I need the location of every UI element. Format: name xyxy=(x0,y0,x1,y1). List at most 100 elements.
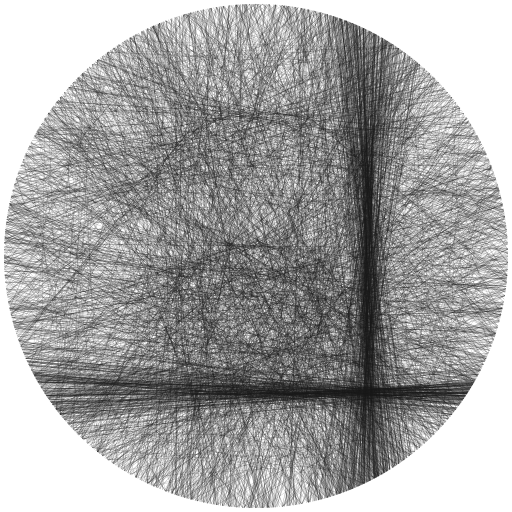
thread xyxy=(147,7,296,484)
thread xyxy=(165,60,415,492)
thread xyxy=(7,107,460,217)
thread xyxy=(358,26,381,476)
thread xyxy=(39,126,470,391)
thread xyxy=(8,263,508,305)
thread xyxy=(61,146,484,417)
thread xyxy=(308,14,328,503)
thread xyxy=(5,12,191,224)
thread xyxy=(133,35,257,509)
thread xyxy=(178,387,471,496)
thread xyxy=(64,92,353,489)
thread xyxy=(40,385,467,395)
thread xyxy=(153,76,434,487)
thread xyxy=(48,68,425,399)
thread xyxy=(31,52,109,371)
thread xyxy=(184,242,508,498)
thread xyxy=(271,58,413,508)
thread xyxy=(286,5,466,397)
thread xyxy=(25,357,466,397)
thread xyxy=(15,178,463,401)
thread xyxy=(5,231,368,483)
thread xyxy=(97,31,371,452)
thread xyxy=(38,128,469,393)
thread xyxy=(363,33,375,484)
thread xyxy=(25,153,335,496)
thread xyxy=(28,4,237,365)
thread xyxy=(60,22,353,98)
thread xyxy=(48,113,494,341)
thread xyxy=(110,50,265,508)
thread xyxy=(4,242,508,250)
thread xyxy=(18,171,502,316)
thread xyxy=(28,364,365,484)
thread xyxy=(51,107,270,508)
thread xyxy=(276,40,388,508)
thread xyxy=(6,41,389,224)
thread xyxy=(89,66,508,234)
thread xyxy=(20,48,399,347)
thread xyxy=(165,20,492,166)
thread xyxy=(20,165,508,244)
thread xyxy=(195,11,364,485)
thread xyxy=(107,414,452,461)
thread xyxy=(59,97,98,452)
thread xyxy=(336,31,371,495)
thread xyxy=(9,204,398,465)
thread xyxy=(203,20,346,503)
thread xyxy=(288,165,492,506)
thread xyxy=(12,44,394,191)
thread xyxy=(87,44,394,69)
thread xyxy=(190,120,469,500)
thread xyxy=(197,10,507,283)
thread xyxy=(126,39,403,462)
thread xyxy=(77,384,473,435)
thread xyxy=(9,203,410,457)
thread xyxy=(175,30,370,496)
thread xyxy=(48,12,322,114)
thread xyxy=(48,338,495,400)
thread xyxy=(314,87,444,502)
thread xyxy=(57,81,439,412)
thread xyxy=(360,34,376,486)
thread xyxy=(135,41,388,478)
thread xyxy=(64,92,509,254)
thread xyxy=(16,178,109,460)
thread xyxy=(37,129,434,435)
thread xyxy=(55,102,508,276)
thread xyxy=(98,310,503,454)
thread xyxy=(64,124,472,420)
thread xyxy=(40,178,497,388)
thread xyxy=(5,12,191,224)
thread xyxy=(179,15,184,498)
thread xyxy=(86,69,339,495)
thread xyxy=(229,16,335,507)
thread xyxy=(23,159,496,335)
thread xyxy=(268,16,335,508)
thread xyxy=(37,381,463,401)
thread xyxy=(190,7,212,500)
thread xyxy=(168,4,244,493)
thread xyxy=(24,76,433,157)
thread xyxy=(451,97,468,394)
thread xyxy=(70,104,458,427)
thread xyxy=(143,30,321,500)
thread xyxy=(33,373,443,426)
thread xyxy=(340,18,399,464)
thread xyxy=(95,61,433,437)
thread xyxy=(175,14,184,495)
thread xyxy=(4,277,501,317)
thread xyxy=(260,16,337,508)
thread xyxy=(6,288,492,347)
thread xyxy=(170,158,489,494)
thread xyxy=(186,3,253,499)
thread xyxy=(26,360,466,396)
thread xyxy=(87,398,464,444)
thread xyxy=(433,77,494,341)
thread xyxy=(10,173,495,313)
thread xyxy=(6,219,428,441)
thread xyxy=(366,31,372,483)
thread xyxy=(41,122,468,394)
thread xyxy=(101,306,503,456)
thread xyxy=(113,12,322,464)
thread xyxy=(171,12,322,494)
